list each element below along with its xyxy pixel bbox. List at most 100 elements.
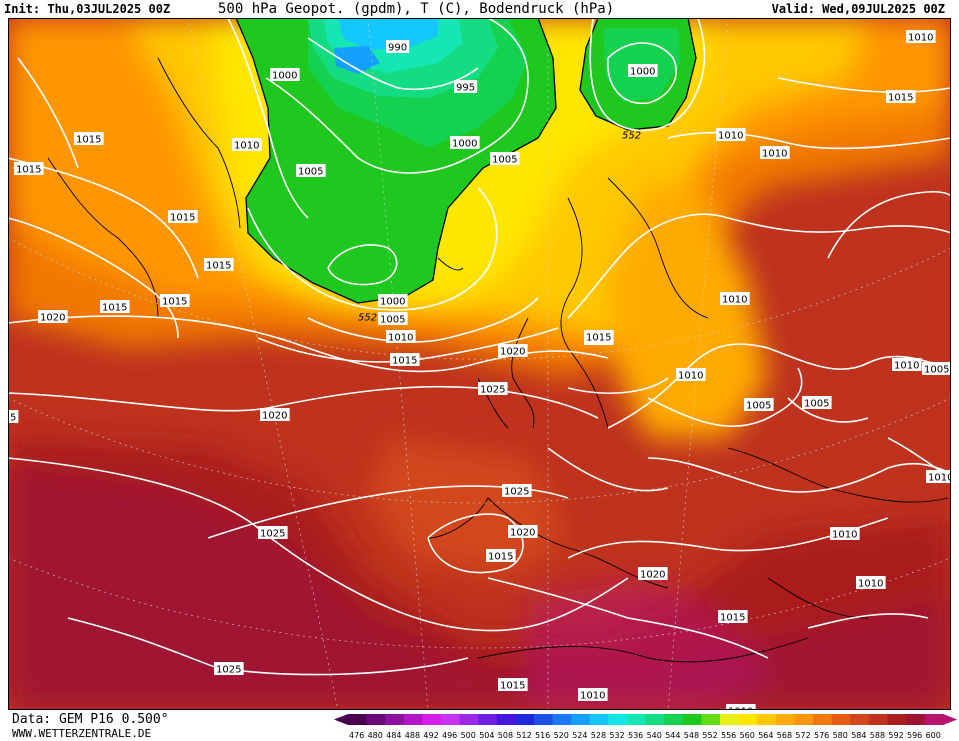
scale-swatch — [571, 714, 591, 725]
header-bar: Init: Thu,03JUL2025 00Z 500 hPa Geopot. … — [0, 0, 959, 18]
svg-text:1015: 1015 — [16, 165, 41, 176]
isobar-label: 1010 — [232, 138, 262, 152]
svg-text:1000: 1000 — [272, 71, 297, 82]
scale-tick-label: 588 — [870, 731, 885, 740]
color-scale-legend: 476 480 484 488 492 496 500 504 508 512 516 520 524 5… — [334, 714, 958, 740]
scale-swatch — [720, 714, 740, 725]
scale-tick-label: 532 — [609, 731, 624, 740]
isobar-label: 1010 — [856, 576, 886, 590]
isobar-label: 1015 — [168, 210, 198, 224]
isobar-label: 1015 — [14, 162, 44, 176]
temperature-bands — [8, 18, 951, 710]
scale-tick-label: 476 — [349, 731, 364, 740]
isobar-label: 552 — [358, 313, 377, 324]
scale-tick-label: 516 — [535, 731, 550, 740]
svg-text:1015: 1015 — [500, 681, 525, 692]
isobar-label: 1015 — [204, 258, 234, 272]
svg-text:1010: 1010 — [832, 530, 857, 541]
scale-swatch — [701, 714, 721, 725]
isobar-label: 1010 — [676, 368, 706, 382]
isobar-label: 1000 — [378, 294, 408, 308]
scale-swatch — [403, 714, 423, 725]
scale-swatch — [924, 714, 944, 725]
scale-tick-label: 540 — [647, 731, 662, 740]
scale-tick-label: 580 — [833, 731, 848, 740]
scale-tick-label: 480 — [368, 731, 383, 740]
svg-text:1025: 1025 — [480, 385, 505, 396]
scale-tick-label: 564 — [758, 731, 773, 740]
svg-text:1010: 1010 — [388, 333, 413, 344]
svg-text:1015: 1015 — [170, 213, 195, 224]
svg-text:990: 990 — [388, 43, 407, 54]
scale-swatch — [478, 714, 498, 725]
scale-swatch — [664, 714, 684, 725]
scale-tick-label: 500 — [461, 731, 476, 740]
website-label: WWW.WETTERZENTRALE.DE — [12, 727, 152, 740]
svg-text:1010: 1010 — [722, 295, 747, 306]
svg-text:1025: 1025 — [216, 665, 241, 676]
isobar-label: 1010 — [726, 704, 756, 710]
scale-swatch — [887, 714, 907, 725]
svg-text:1020: 1020 — [510, 528, 535, 539]
scale-tick-label: 552 — [702, 731, 717, 740]
isobar-label: 1010 — [906, 30, 936, 44]
scale-swatch — [441, 714, 461, 725]
svg-text:1000: 1000 — [630, 67, 655, 78]
svg-text:552: 552 — [358, 313, 377, 324]
isobar-label: 1010 — [716, 128, 746, 142]
svg-text:1020: 1020 — [40, 313, 65, 324]
scale-tick-label: 484 — [386, 731, 401, 740]
scale-swatch — [906, 714, 926, 725]
isobar-label: 1005 — [296, 164, 326, 178]
scale-tick-label: 568 — [777, 731, 792, 740]
isobar-label: 1015 — [498, 678, 528, 692]
svg-text:1020: 1020 — [500, 347, 525, 358]
isobar-label: 1020 — [38, 310, 68, 324]
isobar-label: 1020 — [508, 525, 538, 539]
svg-text:1015: 1015 — [162, 297, 187, 308]
isobar-label: 1015 — [100, 300, 130, 314]
isobar-label: 1000 — [450, 136, 480, 150]
init-time: Init: Thu,03JUL2025 00Z — [4, 2, 171, 16]
scale-swatch — [348, 714, 368, 725]
scale-tick-label: 520 — [554, 731, 569, 740]
isobar-label: 1015 — [160, 294, 190, 308]
isobar-label: 1015 — [886, 90, 916, 104]
isobar-label: 1015 — [718, 610, 748, 624]
scale-tick-label: 512 — [516, 731, 531, 740]
isobar-label: 1015 — [584, 330, 614, 344]
weather-map: 1010 1015 1015 1010 1000 990 995 1000 1005 1000 10… — [8, 18, 951, 710]
svg-text:1025: 1025 — [260, 529, 285, 540]
scale-swatch — [738, 714, 758, 725]
svg-text:1015: 1015 — [888, 93, 913, 104]
isobar-label: 1010 — [386, 330, 416, 344]
isobar-label: 1020 — [638, 567, 668, 581]
isobar-label: 1005 — [378, 312, 408, 326]
scale-tick-label: 536 — [628, 731, 643, 740]
scale-tick-label: 504 — [479, 731, 494, 740]
scale-tick-label: 576 — [814, 731, 829, 740]
svg-text:552: 552 — [622, 131, 641, 142]
svg-text:1015: 1015 — [586, 333, 611, 344]
isobar-label: 1020 — [260, 408, 290, 422]
svg-text:1005: 1005 — [492, 155, 517, 166]
svg-text:1010: 1010 — [908, 33, 933, 44]
scale-swatch — [534, 714, 554, 725]
scale-tick-label: 548 — [684, 731, 699, 740]
isobar-label: 5 — [8, 410, 19, 424]
scale-tick-label: 572 — [795, 731, 810, 740]
isobar-label: 1025 — [258, 526, 288, 540]
isobar-label: 1025 — [214, 662, 244, 676]
svg-text:1000: 1000 — [452, 139, 477, 150]
svg-text:1020: 1020 — [262, 411, 287, 422]
isobar-label: 1000 — [628, 64, 658, 78]
scale-tick-label: 496 — [442, 731, 457, 740]
scale-swatch — [813, 714, 833, 725]
data-source: Data: GEM P16 0.500° — [12, 712, 169, 727]
scale-swatch — [496, 714, 516, 725]
scale-tick-label: 596 — [907, 731, 922, 740]
isobar-label: 1025 — [502, 484, 532, 498]
isobar-label: 1000 — [270, 68, 300, 82]
scale-tick-label: 508 — [498, 731, 513, 740]
scale-swatch — [850, 714, 870, 725]
